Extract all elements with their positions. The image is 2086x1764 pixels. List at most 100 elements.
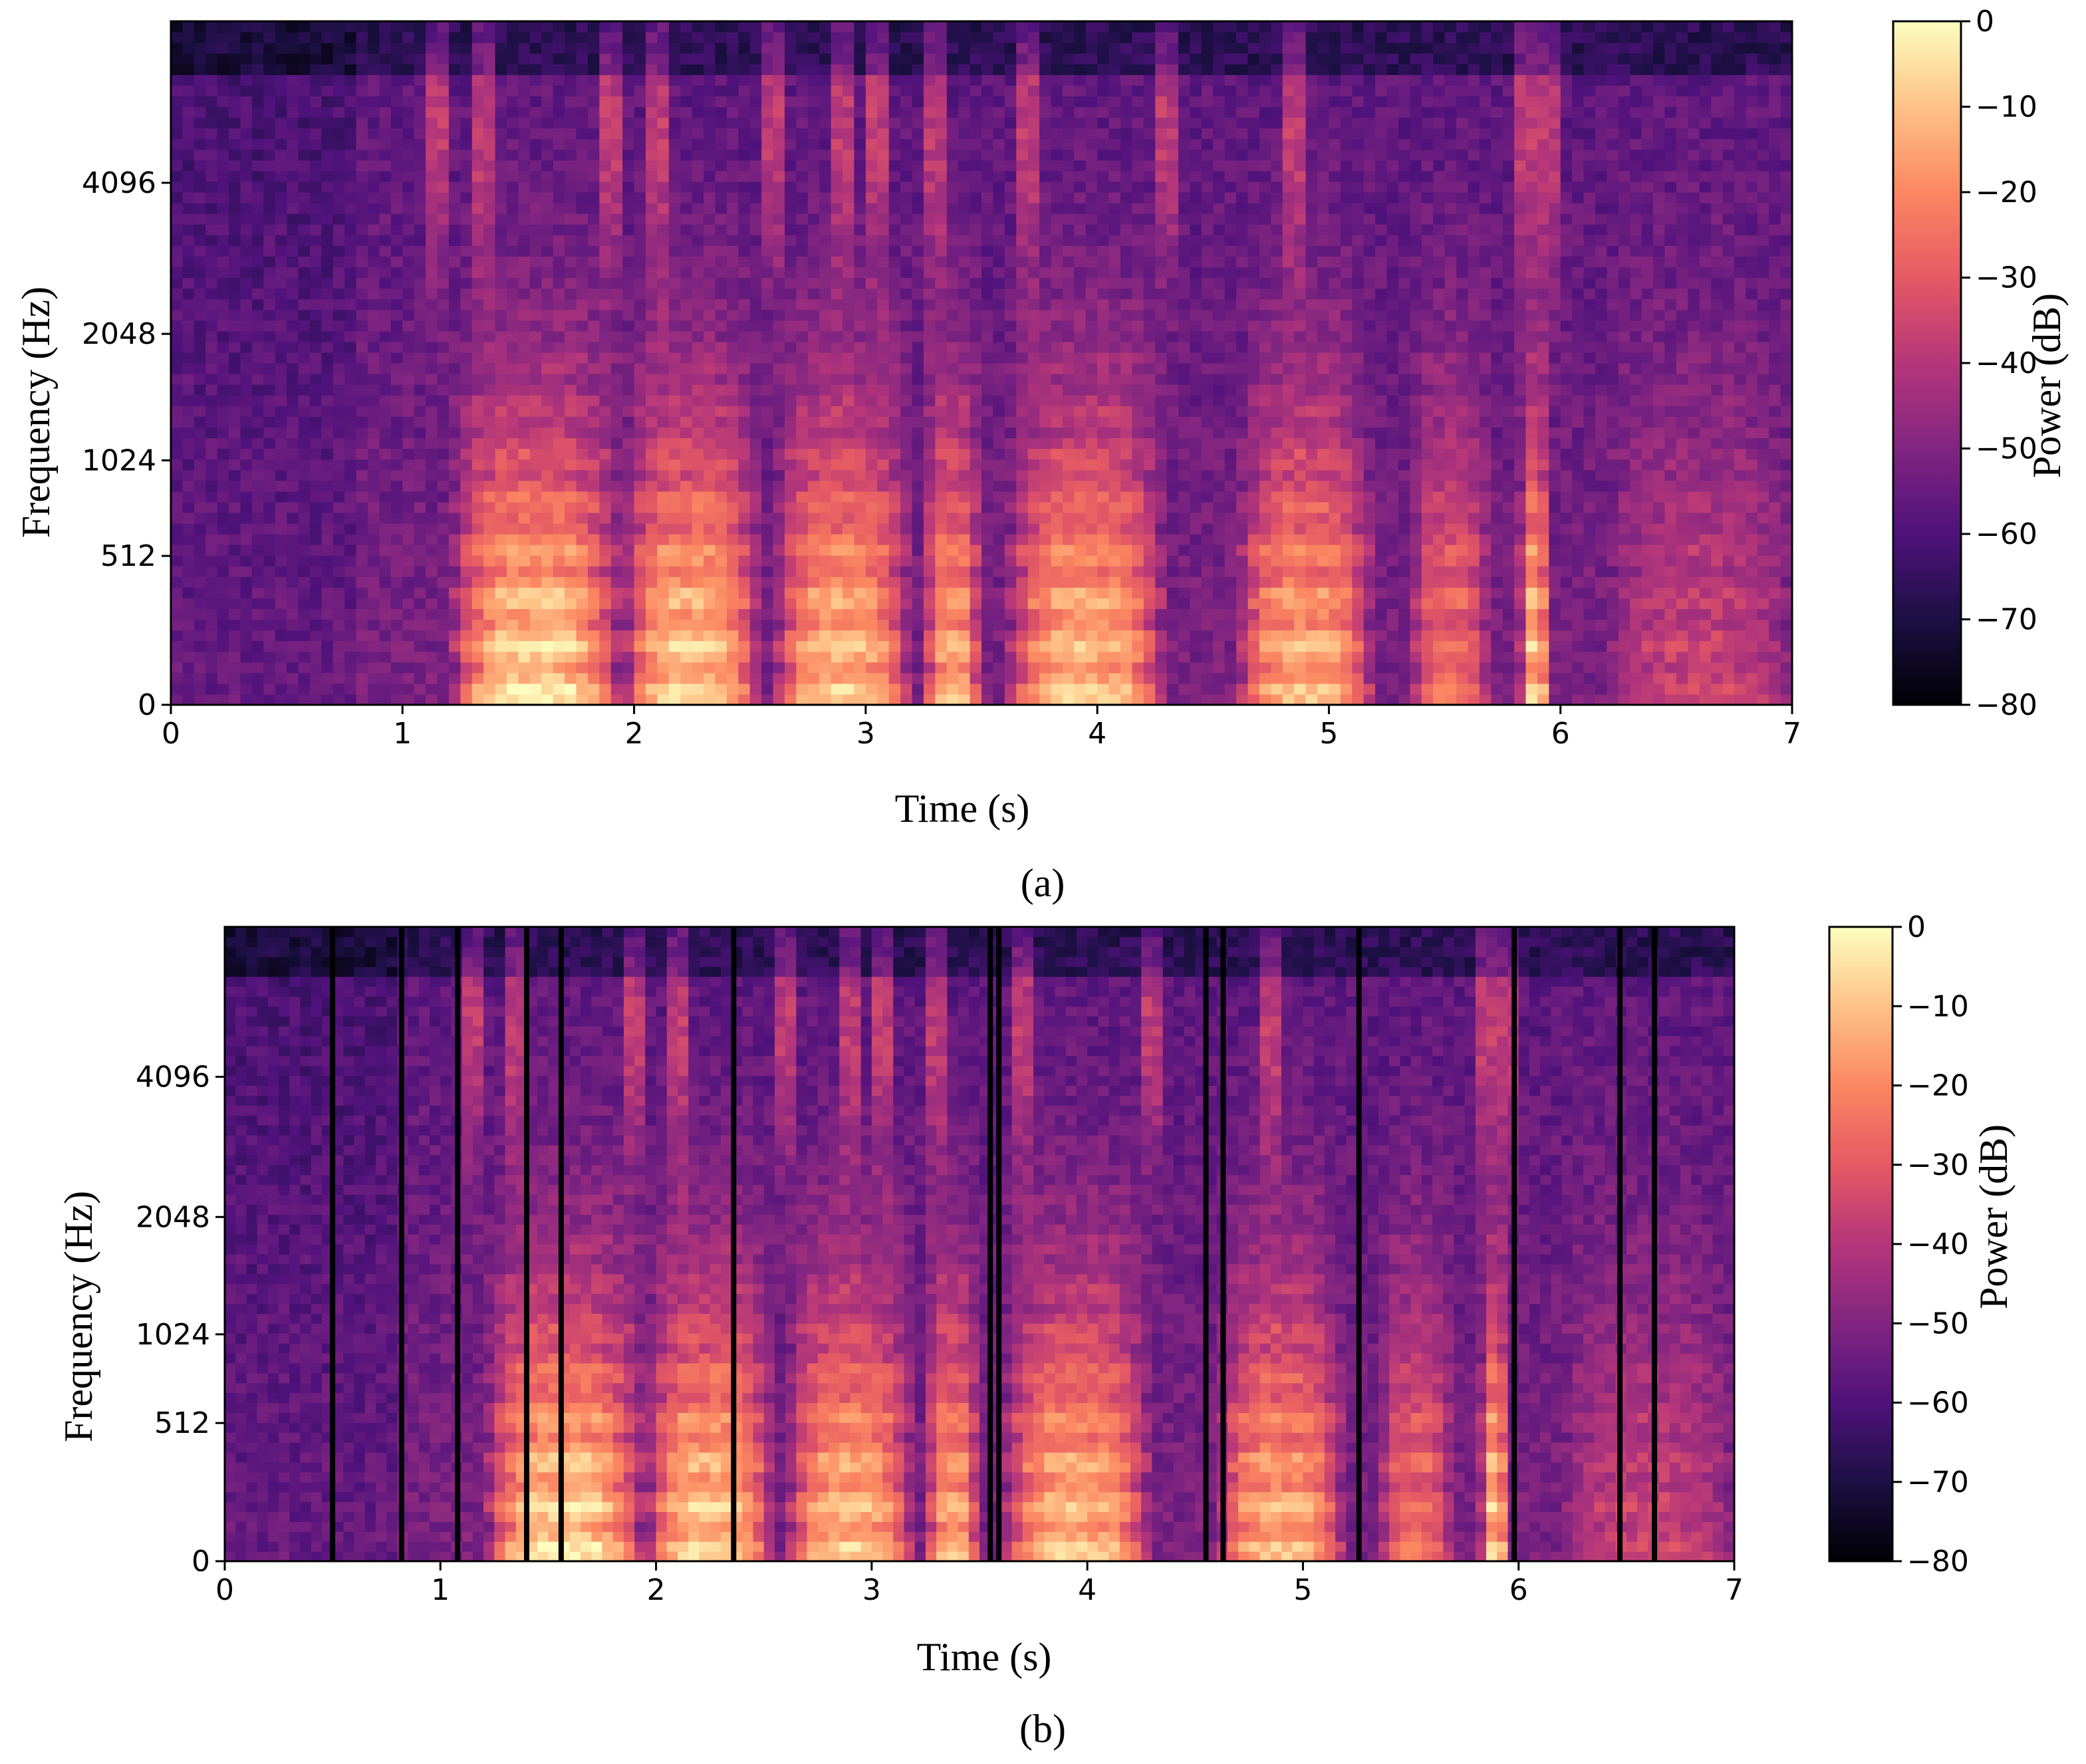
heatmap-cell [785, 310, 797, 321]
heatmap-cell [646, 203, 658, 214]
heatmap-cell [483, 555, 495, 567]
heatmap-cell [889, 523, 901, 535]
heatmap-cell [889, 43, 901, 54]
heatmap-cell [321, 491, 333, 503]
heatmap-cell [287, 662, 299, 674]
heatmap-cell [970, 278, 982, 289]
heatmap-cell [1016, 384, 1028, 396]
heatmap-cell [541, 64, 553, 75]
heatmap-cell [171, 85, 183, 96]
heatmap-cell [808, 64, 820, 75]
heatmap-cell [472, 652, 484, 663]
heatmap-cell [287, 534, 299, 545]
heatmap-cell [299, 53, 311, 64]
heatmap-cell [900, 502, 912, 513]
heatmap-cell [761, 694, 773, 705]
heatmap-cell [796, 267, 808, 278]
heatmap-cell [704, 64, 716, 75]
heatmap-cell [1005, 491, 1017, 503]
heatmap-cell [1051, 502, 1063, 513]
heatmap-cell [692, 427, 704, 438]
heatmap-cell [785, 470, 797, 481]
heatmap-cell [229, 416, 241, 428]
heatmap-cell [669, 74, 681, 86]
heatmap-cell [1063, 513, 1075, 524]
heatmap-cell [611, 406, 623, 417]
heatmap-cell [495, 53, 507, 64]
heatmap-cell [889, 64, 901, 75]
heatmap-cell [1005, 449, 1017, 460]
heatmap-cell [310, 608, 322, 620]
heatmap-cell [299, 673, 311, 684]
heatmap-cell [252, 278, 264, 289]
heatmap-cell [240, 608, 252, 620]
heatmap-cell [205, 342, 217, 353]
heatmap-cell [414, 587, 426, 598]
heatmap-cell [438, 53, 450, 64]
heatmap-cell [889, 320, 901, 332]
heatmap-cell [217, 438, 229, 449]
heatmap-cell [877, 459, 889, 471]
heatmap-cell [287, 694, 299, 705]
heatmap-cell [565, 128, 577, 140]
heatmap-cell [333, 459, 345, 471]
heatmap-cell [634, 278, 646, 289]
heatmap-cell [785, 53, 797, 64]
heatmap-cell [414, 652, 426, 663]
heatmap-cell [449, 449, 461, 460]
heatmap-cell [680, 53, 692, 64]
heatmap-cell [889, 608, 901, 620]
heatmap-cell [333, 74, 345, 86]
heatmap-cell [692, 107, 704, 118]
heatmap-cell [599, 608, 611, 620]
heatmap-cell [438, 32, 450, 43]
heatmap-cell [229, 342, 241, 353]
heatmap-cell [669, 128, 681, 140]
heatmap-cell [1005, 267, 1017, 278]
heatmap-cell [229, 523, 241, 535]
heatmap-cell [727, 555, 739, 567]
heatmap-cell [738, 256, 750, 267]
heatmap-cell [611, 352, 623, 364]
heatmap-cell [356, 459, 368, 471]
heatmap-cell [993, 598, 1005, 609]
heatmap-cell [947, 620, 959, 631]
heatmap-cell [541, 491, 553, 503]
heatmap-cell [507, 256, 519, 267]
heatmap-cell [368, 684, 380, 695]
heatmap-cell [472, 53, 484, 64]
heatmap-cell [182, 245, 194, 257]
heatmap-cell [553, 235, 565, 246]
heatmap-cell [761, 139, 773, 150]
heatmap-cell [622, 74, 634, 86]
heatmap-cell [240, 192, 252, 203]
heatmap-cell [379, 662, 391, 674]
heatmap-cell [252, 310, 264, 321]
heatmap-cell [796, 620, 808, 631]
heatmap-cell [368, 587, 380, 598]
heatmap-cell [275, 652, 287, 663]
heatmap-cell [970, 502, 982, 513]
heatmap-cell [715, 192, 727, 203]
heatmap-cell [217, 203, 229, 214]
heatmap-cell [217, 213, 229, 225]
heatmap-cell [1028, 694, 1040, 705]
heatmap-cell [321, 74, 333, 86]
heatmap-cell [958, 64, 970, 75]
heatmap-cell [611, 502, 623, 513]
heatmap-cell [796, 118, 808, 129]
heatmap-cell [889, 641, 901, 652]
heatmap-cell [379, 43, 391, 54]
heatmap-cell [1074, 694, 1086, 705]
heatmap-cell [889, 438, 901, 449]
heatmap-cell [669, 384, 681, 396]
heatmap-cell [704, 203, 716, 214]
heatmap-cell [379, 299, 391, 311]
heatmap-cell [275, 694, 287, 705]
heatmap-cell [449, 320, 461, 332]
heatmap-cell [704, 620, 716, 631]
heatmap-cell [646, 107, 658, 118]
heatmap-cell [970, 224, 982, 235]
heatmap-cell [1005, 171, 1017, 182]
heatmap-cell [287, 245, 299, 257]
